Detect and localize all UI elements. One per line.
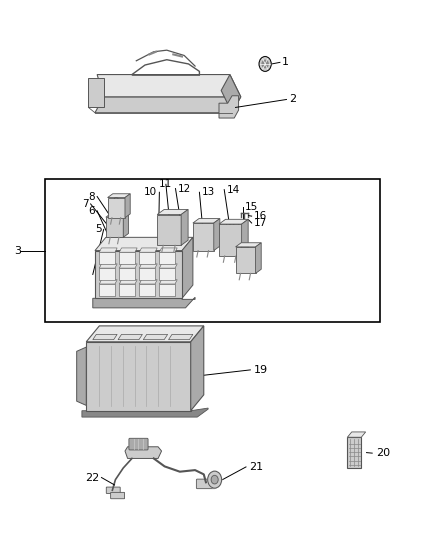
Polygon shape (159, 252, 175, 264)
Polygon shape (139, 268, 155, 280)
Polygon shape (157, 215, 181, 245)
Polygon shape (119, 252, 135, 264)
Polygon shape (219, 224, 242, 256)
Polygon shape (108, 194, 130, 198)
FancyBboxPatch shape (111, 492, 124, 499)
Polygon shape (93, 297, 195, 308)
Text: 7: 7 (82, 199, 88, 209)
Polygon shape (159, 264, 177, 268)
Polygon shape (123, 213, 128, 237)
FancyBboxPatch shape (129, 438, 148, 450)
Text: 11: 11 (159, 179, 173, 189)
Polygon shape (236, 243, 261, 247)
Polygon shape (159, 248, 177, 252)
Polygon shape (95, 237, 193, 251)
Polygon shape (118, 334, 142, 340)
Polygon shape (242, 219, 248, 256)
Polygon shape (182, 237, 193, 298)
Circle shape (211, 475, 218, 484)
Polygon shape (106, 217, 123, 237)
Polygon shape (95, 97, 241, 113)
FancyBboxPatch shape (106, 487, 120, 494)
Polygon shape (88, 78, 104, 108)
Polygon shape (119, 264, 137, 268)
Text: 8: 8 (88, 191, 95, 201)
Polygon shape (157, 209, 188, 215)
Text: 9: 9 (112, 197, 119, 207)
Polygon shape (236, 247, 255, 273)
Polygon shape (97, 75, 241, 97)
Text: 13: 13 (201, 187, 215, 197)
Polygon shape (119, 268, 135, 280)
Polygon shape (86, 326, 204, 342)
Polygon shape (99, 252, 115, 264)
Bar (45, 179, 380, 322)
Bar (347, 437, 361, 468)
Polygon shape (119, 284, 135, 296)
Polygon shape (221, 75, 241, 113)
FancyBboxPatch shape (196, 479, 215, 489)
Polygon shape (119, 248, 137, 252)
Polygon shape (193, 219, 220, 223)
Text: 22: 22 (85, 473, 99, 482)
Text: 12: 12 (178, 183, 191, 193)
Text: 6: 6 (88, 206, 95, 216)
Polygon shape (139, 280, 157, 284)
Polygon shape (169, 334, 193, 340)
Polygon shape (219, 219, 248, 224)
Text: 20: 20 (376, 448, 390, 458)
Text: 10: 10 (144, 187, 157, 197)
Text: 14: 14 (226, 184, 240, 195)
Text: 2: 2 (289, 94, 296, 104)
Polygon shape (193, 223, 214, 251)
Polygon shape (99, 284, 115, 296)
Polygon shape (125, 447, 162, 458)
Polygon shape (99, 264, 117, 268)
Polygon shape (191, 326, 204, 411)
Polygon shape (143, 334, 168, 340)
Text: 15: 15 (245, 202, 258, 212)
Polygon shape (347, 432, 366, 437)
Text: 17: 17 (254, 218, 267, 228)
Polygon shape (159, 268, 175, 280)
Polygon shape (86, 342, 191, 411)
Polygon shape (255, 243, 261, 273)
Polygon shape (82, 408, 208, 417)
Text: 19: 19 (254, 365, 268, 375)
Polygon shape (77, 347, 86, 406)
Polygon shape (139, 248, 157, 252)
Polygon shape (139, 252, 155, 264)
Polygon shape (106, 213, 128, 217)
Text: 18: 18 (223, 220, 237, 230)
Polygon shape (139, 264, 157, 268)
Text: 1: 1 (282, 58, 289, 67)
Polygon shape (93, 334, 117, 340)
Polygon shape (119, 280, 137, 284)
Polygon shape (99, 280, 117, 284)
Polygon shape (214, 219, 220, 251)
Polygon shape (95, 251, 182, 298)
Text: 5: 5 (95, 224, 102, 235)
Polygon shape (181, 209, 188, 245)
Polygon shape (159, 280, 177, 284)
Polygon shape (99, 248, 117, 252)
Text: 21: 21 (250, 462, 264, 472)
Text: 3: 3 (14, 246, 21, 256)
Polygon shape (108, 198, 125, 217)
Polygon shape (139, 284, 155, 296)
Polygon shape (219, 96, 239, 118)
Circle shape (262, 60, 268, 68)
Polygon shape (125, 194, 130, 217)
Circle shape (259, 56, 271, 71)
Circle shape (208, 471, 222, 488)
Polygon shape (99, 268, 115, 280)
Text: 16: 16 (254, 211, 267, 221)
Polygon shape (159, 284, 175, 296)
